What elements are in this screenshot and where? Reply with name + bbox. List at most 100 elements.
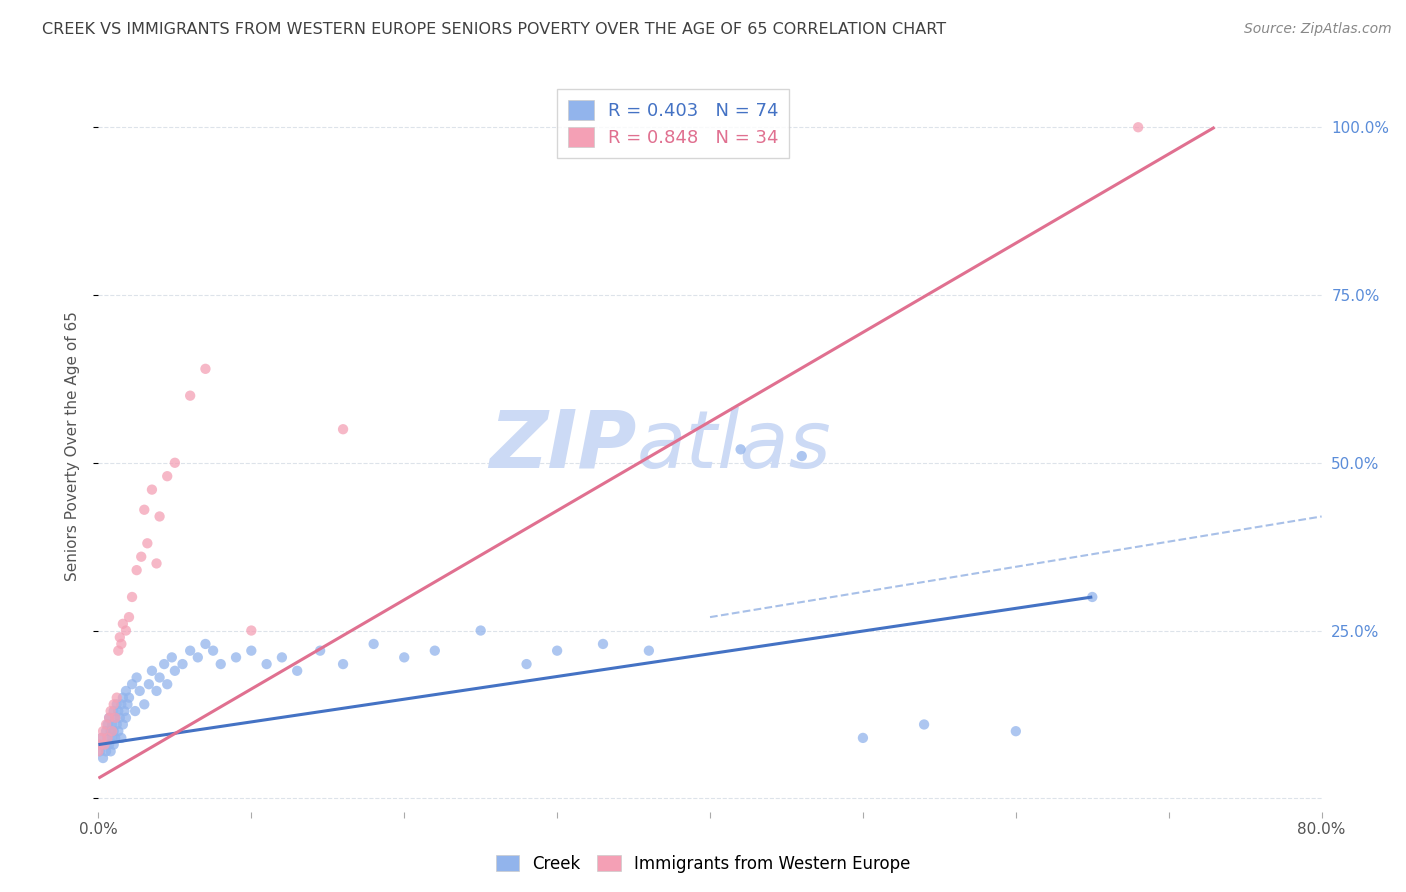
Point: [179, 389, 201, 403]
Point: [105, 698, 128, 712]
Point: [94, 744, 117, 758]
Point: [100, 704, 122, 718]
Point: [149, 671, 172, 685]
Point: [128, 684, 150, 698]
Point: [107, 643, 129, 657]
Text: ZIP: ZIP: [489, 407, 637, 485]
Point: [87, 738, 110, 752]
Legend: Creek, Immigrants from Western Europe: Creek, Immigrants from Western Europe: [489, 848, 917, 880]
Point: [98, 711, 121, 725]
Point: [101, 717, 124, 731]
Point: [332, 657, 354, 671]
Point: [194, 637, 217, 651]
Point: [101, 731, 124, 745]
Point: [107, 724, 129, 739]
Point: [141, 664, 163, 678]
Point: [111, 717, 134, 731]
Point: [145, 684, 167, 698]
Point: [309, 643, 332, 657]
Point: [136, 536, 159, 550]
Point: [104, 731, 127, 745]
Point: [104, 711, 127, 725]
Point: [240, 643, 263, 657]
Point: [852, 731, 875, 745]
Point: [470, 624, 492, 638]
Point: [97, 731, 120, 745]
Point: [270, 650, 292, 665]
Point: [110, 637, 132, 651]
Point: [187, 650, 209, 665]
Point: [145, 557, 167, 571]
Point: [592, 637, 614, 651]
Point: [141, 483, 163, 497]
Point: [423, 643, 446, 657]
Point: [138, 677, 160, 691]
Point: [110, 698, 132, 712]
Point: [1128, 120, 1150, 135]
Point: [156, 469, 179, 483]
Point: [105, 690, 128, 705]
Point: [209, 657, 232, 671]
Point: [153, 657, 176, 671]
Point: [100, 724, 122, 739]
Point: [89, 744, 111, 758]
Point: [1004, 724, 1026, 739]
Point: [98, 738, 121, 752]
Legend: R = 0.403   N = 74, R = 0.848   N = 34: R = 0.403 N = 74, R = 0.848 N = 34: [557, 89, 789, 158]
Point: [392, 650, 416, 665]
Point: [172, 657, 194, 671]
Point: [790, 449, 813, 463]
Point: [256, 657, 278, 671]
Point: [115, 711, 138, 725]
Point: [115, 624, 138, 638]
Point: [103, 738, 125, 752]
Point: [87, 744, 110, 758]
Point: [134, 698, 156, 712]
Point: [93, 738, 115, 752]
Point: [104, 711, 127, 725]
Point: [97, 717, 120, 731]
Point: [912, 717, 935, 731]
Point: [1081, 590, 1104, 604]
Point: [285, 664, 308, 678]
Point: [90, 731, 112, 745]
Point: [125, 563, 148, 577]
Point: [156, 677, 179, 691]
Text: Source: ZipAtlas.com: Source: ZipAtlas.com: [1244, 22, 1392, 37]
Point: [89, 738, 111, 752]
Point: [118, 690, 141, 705]
Point: [94, 717, 117, 731]
Point: [108, 711, 131, 725]
Point: [121, 677, 143, 691]
Point: [516, 657, 538, 671]
Point: [546, 643, 568, 657]
Point: [91, 751, 114, 765]
Point: [111, 616, 134, 631]
Point: [134, 502, 156, 516]
Point: [163, 664, 186, 678]
Point: [160, 650, 183, 665]
Point: [107, 704, 129, 718]
Point: [93, 738, 115, 752]
Point: [97, 731, 120, 745]
Point: [103, 698, 125, 712]
Y-axis label: Seniors Poverty Over the Age of 65: Seniors Poverty Over the Age of 65: [65, 311, 80, 581]
Point: [240, 624, 263, 638]
Point: [111, 690, 134, 705]
Point: [115, 684, 138, 698]
Point: [637, 643, 661, 657]
Point: [94, 724, 117, 739]
Point: [112, 704, 135, 718]
Point: [225, 650, 247, 665]
Point: [121, 590, 143, 604]
Point: [332, 422, 354, 436]
Point: [118, 610, 141, 624]
Point: [108, 630, 131, 644]
Point: [124, 704, 146, 718]
Point: [194, 361, 217, 376]
Point: [117, 698, 139, 712]
Point: [91, 724, 114, 739]
Point: [202, 643, 225, 657]
Point: [125, 671, 148, 685]
Point: [105, 717, 128, 731]
